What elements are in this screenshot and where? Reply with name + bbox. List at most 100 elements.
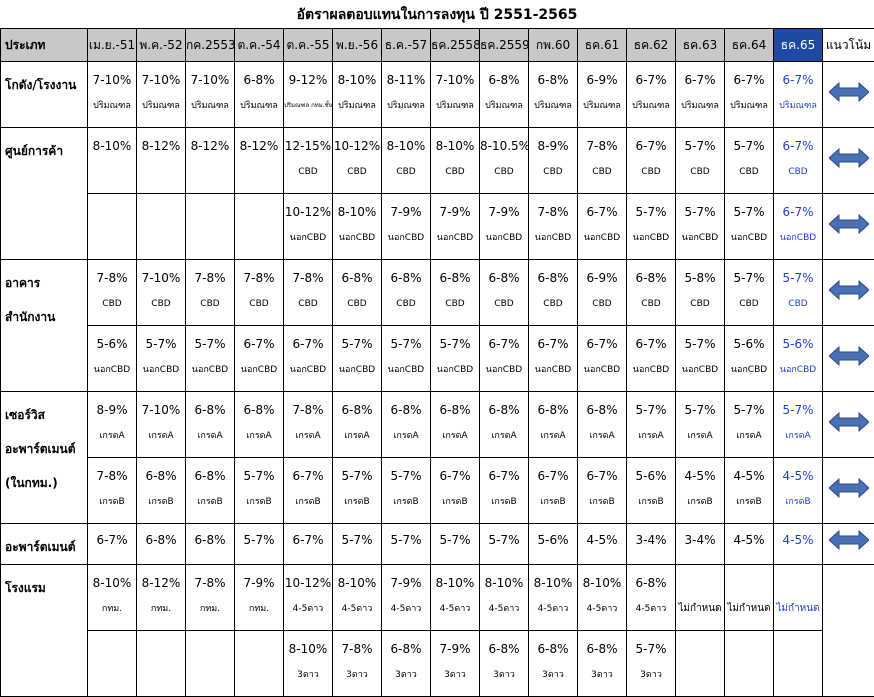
value-cell: 6-7%เกรดB [480, 458, 529, 524]
value-text: 6-8% [529, 270, 577, 286]
value-text: 7-9% [431, 641, 479, 657]
value-cell: 7-10%ปริมณฑล [431, 62, 480, 128]
value-text: 5-6% [725, 336, 773, 352]
sub-label: 4-5ดาว [382, 603, 430, 615]
sub-label: เกรดB [284, 496, 332, 508]
sub-label: ปริมณฑล [431, 100, 479, 112]
value-text: 7-8% [186, 270, 234, 286]
sub-label: CBD [333, 298, 381, 310]
value-text: 7-8% [529, 204, 577, 220]
sub-label: นอกCBD [480, 232, 528, 244]
value-text: 5-7% [627, 402, 675, 418]
value-cell: 5-6%นอกCBD [725, 326, 774, 392]
value-text: 6-8% [480, 270, 528, 286]
sub-label: ปริมณฑล กทม.ชั้นนอก [284, 100, 332, 112]
value-cell: 6-8%CBD [431, 260, 480, 326]
value-cell: 6-7%นอกCBD [284, 326, 333, 392]
value-cell: 8-10%4-5ดาว [529, 565, 578, 631]
value-text: 6-8% [627, 575, 675, 591]
double-arrow-icon [829, 280, 869, 300]
value-cell: 6-8%เกรดA [186, 392, 235, 458]
sub-label: CBD [627, 298, 675, 310]
sub-label: CBD [480, 298, 528, 310]
value-text: 6-8% [382, 402, 430, 418]
sub-label: กทม. [235, 603, 283, 615]
sub-label: CBD [333, 166, 381, 178]
sub-label: เกรดB [774, 496, 822, 508]
sub-label: 3ดาว [480, 669, 528, 681]
value-text: 6-8% [235, 72, 283, 88]
value-cell: 8-10%CBD [382, 128, 431, 194]
sub-label: นอกCBD [725, 232, 773, 244]
value-cell: 7-8%CBD [578, 128, 627, 194]
value-text: 6-7% [480, 468, 528, 484]
value-text: 6-7% [725, 72, 773, 88]
value-cell: 5-7%เกรดA [676, 392, 725, 458]
sub-label: 4-5ดาว [627, 603, 675, 615]
value-text: 8-9% [88, 402, 136, 418]
value-text: 6-8% [186, 532, 234, 548]
value-text: 7-8% [88, 270, 136, 286]
value-text: 5-7% [382, 336, 430, 352]
page: อัตราผลตอบแทนในการลงทุน ปี 2551-2565 ประ… [0, 0, 874, 677]
value-text: 6-8% [480, 72, 528, 88]
sub-label: 3ดาว [578, 669, 626, 681]
value-cell: 6-8% 4-5ดาว [627, 565, 676, 631]
value-text: 7-8% [88, 468, 136, 484]
value-cell: 10-12%4-5ดาว [284, 565, 333, 631]
value-text: 6-8% [529, 402, 577, 418]
value-text: 6-7% [774, 72, 822, 88]
value-text: 6-8% [529, 641, 577, 657]
value-text: 6-8% [480, 641, 528, 657]
sub-label: เกรดB [431, 496, 479, 508]
value-cell: 6-7%ปริมณฑล [725, 62, 774, 128]
trend-cell [823, 458, 874, 524]
value-text: 5-7% [725, 270, 773, 286]
value-cell: 10-12%CBD [333, 128, 382, 194]
sub-label: เกรดA [431, 430, 479, 442]
value-cell: 6-8% [137, 524, 186, 565]
sub-label: นอกCBD [774, 364, 822, 376]
value-text: 5-7% [480, 532, 528, 548]
category-cell: โกดัง/โรงงาน [1, 62, 88, 128]
value-text: 6-8% [578, 402, 626, 418]
value-text: 8-12% [186, 138, 234, 154]
value-text: 6-8% [480, 402, 528, 418]
sub-label: ปริมณฑล [333, 100, 381, 112]
value-cell: 6-8%ปริมณฑล [235, 62, 284, 128]
value-cell: 6-7%CBD [774, 128, 823, 194]
value-text: 7-8% [578, 138, 626, 154]
value-cell: 8-10%นอกCBD [333, 194, 382, 260]
header-period: ธ.ค.-57 [382, 29, 431, 62]
value-cell: 7-10%ปริมณฑล [88, 62, 137, 128]
value-cell: 7-9%4-5ดาว [382, 565, 431, 631]
header-category: ประเภท [1, 29, 88, 62]
value-cell: 7-8%3ดาว [333, 631, 382, 697]
sub-label: กทม. [88, 603, 136, 615]
value-cell: 5-7%CBD [725, 128, 774, 194]
value-text: 8-10% [333, 575, 381, 591]
value-cell: 5-7%นอกCBD [186, 326, 235, 392]
value-cell: 6-8%3ดาว [529, 631, 578, 697]
sub-label: นอกCBD [529, 364, 577, 376]
value-cell: 5-7%CBD [676, 128, 725, 194]
header-period: กพ.60 [529, 29, 578, 62]
header-period: ธค.2559 [480, 29, 529, 62]
value-text: ไม่กำหนด [676, 601, 724, 616]
trend-cell [823, 128, 874, 194]
value-cell: 6-7%นอกCBD [578, 194, 627, 260]
value-cell: 6-7%เกรดB [284, 458, 333, 524]
value-text: 3-4% [676, 532, 724, 548]
value-text: 4-5% [774, 532, 822, 548]
value-cell: 7-8%CBD [284, 260, 333, 326]
sub-label: เกรดA [284, 430, 332, 442]
sub-label: เกรดA [88, 430, 136, 442]
value-text: 5-7% [137, 336, 185, 352]
value-text: 6-7% [88, 532, 136, 548]
sub-label: 3ดาว [333, 669, 381, 681]
value-text: 5-6% [774, 336, 822, 352]
value-text: 10-12% [284, 204, 332, 220]
value-text: 8-10% [431, 138, 479, 154]
